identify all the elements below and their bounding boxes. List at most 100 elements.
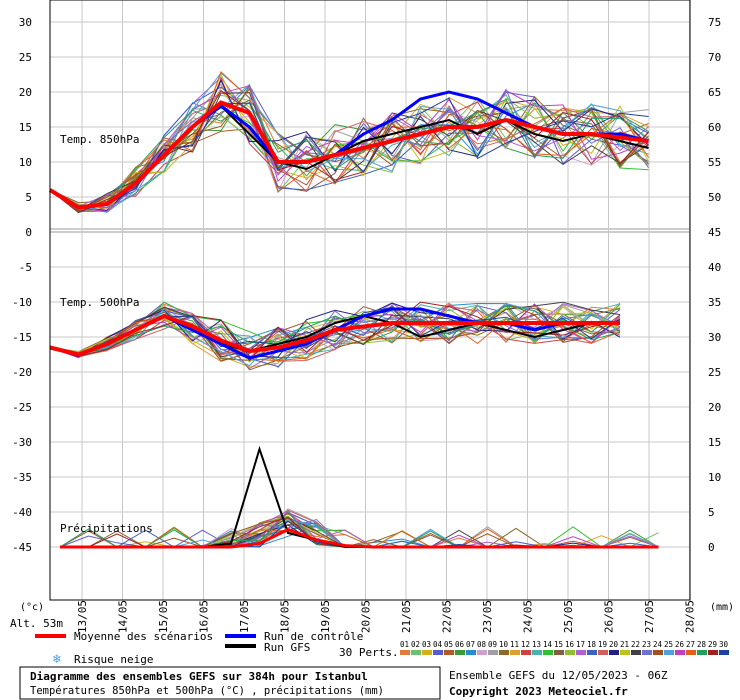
pert-number: 08: [477, 640, 487, 649]
right-tick-label: 35: [708, 296, 721, 309]
pert-number: 10: [499, 640, 509, 649]
altitude-label: Alt. 53m: [10, 617, 63, 630]
left-tick-label: -40: [12, 506, 32, 519]
legend-snow-label: Risque neige: [74, 653, 153, 666]
date-tick-label: 16/05: [198, 600, 211, 633]
left-tick-label: -5: [19, 261, 32, 274]
pert-swatch: [433, 650, 443, 655]
pert-swatch: [686, 650, 696, 655]
pert-swatch: [477, 650, 487, 655]
date-tick-label: 20/05: [360, 600, 373, 633]
pert-number: 23: [642, 640, 651, 649]
panel-label-t850: Temp. 850hPa: [60, 133, 139, 146]
pert-number: 30: [719, 640, 729, 649]
pert-number: 16: [565, 640, 575, 649]
pert-swatch: [543, 650, 553, 655]
pert-number: 20: [609, 640, 619, 649]
left-tick-label: -20: [12, 366, 32, 379]
pert-swatch: [664, 650, 674, 655]
pert-number: 27: [686, 640, 695, 649]
legend-gfs-label: Run GFS: [264, 641, 310, 654]
right-tick-label: 40: [708, 261, 721, 274]
snowflake-icon: ❄: [52, 652, 61, 667]
footer-title: Diagramme des ensembles GEFS sur 384h po…: [30, 670, 368, 683]
date-tick-label: 22/05: [441, 600, 454, 633]
pert-swatch: [719, 650, 729, 655]
pert-number: 26: [675, 640, 685, 649]
pert-number: 13: [532, 640, 541, 649]
pert-number: 14: [543, 640, 553, 649]
left-tick-label: -25: [12, 401, 32, 414]
legend-mean-label: Moyenne des scénarios: [74, 630, 213, 643]
left-tick-label: -35: [12, 471, 32, 484]
date-tick-label: 19/05: [319, 600, 332, 633]
pert-number: 06: [455, 640, 465, 649]
pert-swatch: [576, 650, 586, 655]
right-tick-label: 10: [708, 471, 721, 484]
panel-label-precip: Précipitations: [60, 522, 153, 535]
left-tick-label: -45: [12, 541, 32, 554]
pert-number: 05: [444, 640, 453, 649]
pert-number: 21: [620, 640, 629, 649]
pert-swatch: [620, 650, 630, 655]
main-lines: [48, 90, 659, 549]
pert-number: 24: [653, 640, 663, 649]
pert-swatch: [708, 650, 718, 655]
right-unit-label: (mm): [710, 602, 734, 613]
pert-number: 04: [433, 640, 443, 649]
pert-swatch: [554, 650, 564, 655]
pert-swatch: [565, 650, 575, 655]
pert-number: 28: [697, 640, 707, 649]
left-tick-label: 15: [19, 121, 32, 134]
footer-title-box: [19, 666, 441, 700]
right-tick-label: 60: [708, 121, 721, 134]
pert-line-t500: [49, 305, 621, 355]
pert-swatch: [609, 650, 619, 655]
date-tick-label: 18/05: [279, 600, 292, 633]
footer-copyright: Copyright 2023 Meteociel.fr: [449, 685, 628, 698]
pert-swatch: [653, 650, 663, 655]
pert-swatch: [466, 650, 476, 655]
legend-perts-label: 30 Perts.: [339, 646, 399, 659]
pert-number: 11: [510, 640, 519, 649]
perturbations-legend: 01 02 03 04 05 06 07 08 09 10 11 12 13 14 15 16 17 18 19 20…: [400, 640, 729, 655]
pert-swatch: [499, 650, 509, 655]
panel-label-t500: Temp. 500hPa: [60, 296, 139, 309]
pert-swatch: [488, 650, 498, 655]
left-tick-label: 30: [19, 16, 32, 29]
pert-number: 25: [664, 640, 673, 649]
pert-number: 07: [466, 640, 475, 649]
x-axis-dates: 13/05 14/05 15/05 16/05 17/05 18/05 19/05 20/05…: [76, 600, 697, 633]
right-tick-label: 0: [708, 541, 715, 554]
legend-control-label: Run de contrôle: [264, 630, 363, 643]
pert-swatch: [598, 650, 608, 655]
pert-swatch: [422, 650, 432, 655]
right-tick-label: 15: [708, 436, 721, 449]
left-tick-label: 20: [19, 86, 32, 99]
right-tick-label: 30: [708, 331, 721, 344]
pert-line-t850: [49, 71, 649, 208]
pert-swatch: [444, 650, 454, 655]
pert-line-t500: [49, 302, 621, 362]
pert-number: 19: [598, 640, 607, 649]
date-tick-label: 24/05: [522, 600, 535, 633]
pert-number: 18: [587, 640, 597, 649]
right-tick-label: 55: [708, 156, 721, 169]
date-tick-label: 23/05: [481, 600, 494, 633]
mean-line-t500: [49, 313, 620, 357]
mean-line-precip: [60, 527, 659, 549]
right-tick-label: 50: [708, 191, 721, 204]
pert-number: 03: [422, 640, 431, 649]
right-tick-label: 75: [708, 16, 721, 29]
pert-number: 22: [631, 640, 640, 649]
pert-swatch: [697, 650, 707, 655]
pert-number: 09: [488, 640, 497, 649]
left-axis: 30 25 20 15 10 5 0 -5 -10 -15 -20 -25 -30 -35 -40 -45: [12, 16, 32, 554]
date-tick-label: 28/05: [684, 600, 697, 633]
pert-swatch: [411, 650, 421, 655]
pert-swatch: [510, 650, 520, 655]
pert-number: 15: [554, 640, 563, 649]
